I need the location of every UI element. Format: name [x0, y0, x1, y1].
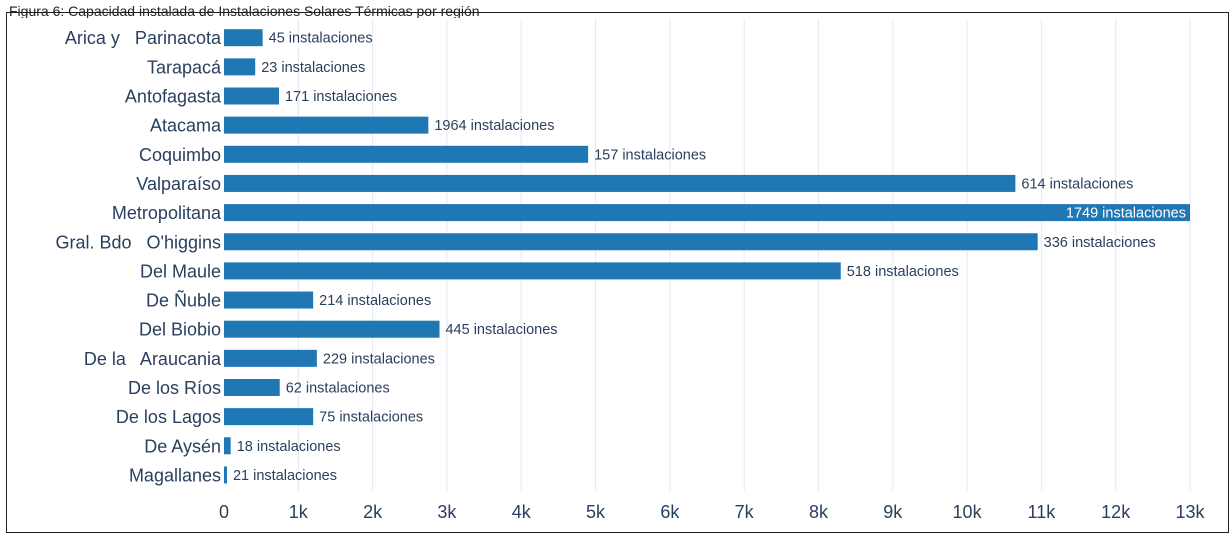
bar-data-label: 336 instalaciones [1044, 235, 1156, 251]
bar [224, 87, 279, 105]
x-tick-label: 6k [660, 502, 680, 522]
category-label: Coquimbo [139, 145, 221, 165]
x-tick-label: 0 [219, 502, 229, 522]
bars [224, 29, 1190, 484]
x-tick-label: 9k [883, 502, 903, 522]
gridlines [297, 19, 1191, 491]
bar [224, 349, 317, 367]
bar-data-label: 45 instalaciones [269, 31, 373, 47]
bar-data-label: 229 instalaciones [323, 351, 435, 367]
x-tick-label: 8k [809, 502, 829, 522]
category-labels: Arica y Parinacota Tarapacá Antofagasta Ata… [55, 28, 222, 485]
chart-frame: Figura 6: Capacidad instalada de Instala… [6, 4, 1229, 533]
x-axis-ticks: 0 1k 2k 3k 4k 5k 6k 7k 8k 9k 10k 11k 12k 13k [219, 502, 1206, 522]
category-label: Del Maule [140, 261, 221, 281]
bar [224, 466, 227, 484]
category-label: Metropolitana [112, 203, 222, 223]
bar-data-label: 62 instalaciones [286, 381, 390, 397]
x-tick-label: 11k [1028, 502, 1057, 522]
bar-data-label: 23 instalaciones [261, 60, 365, 76]
category-label: Magallanes [129, 465, 221, 485]
x-tick-label: 7k [735, 502, 755, 522]
category-label: De los Ríos [128, 378, 221, 398]
x-tick-label: 10k [953, 502, 983, 522]
bar [224, 291, 314, 309]
bar-data-label: 75 instalaciones [319, 410, 423, 426]
bar [224, 262, 841, 280]
bar-data-label: 171 instalaciones [285, 89, 397, 105]
category-label: De Ñuble [146, 290, 221, 311]
category-label: Atacama [150, 116, 222, 136]
bar [224, 437, 231, 455]
x-tick-label: 12k [1101, 502, 1131, 522]
category-label: Arica y Parinacota [65, 28, 222, 48]
bar [224, 233, 1038, 251]
x-tick-label: 5k [586, 502, 606, 522]
bar [224, 145, 589, 163]
bar-data-label: 1964 instalaciones [434, 118, 554, 134]
bar [224, 320, 440, 338]
category-label: Del Biobio [139, 320, 221, 340]
bar-chart: Arica y Parinacota Tarapacá Antofagasta Ata… [55, 19, 1206, 522]
category-label: De Aysén [144, 436, 221, 456]
data-labels: 45 instalaciones 23 instalaciones 171 inst… [233, 31, 1186, 484]
bar-data-label: 18 instalaciones [237, 439, 341, 455]
bar-data-label: 157 instalaciones [594, 147, 706, 163]
x-tick-label: 13k [1175, 502, 1205, 522]
bar-data-label: 518 instalaciones [847, 264, 959, 280]
bar-data-label: 614 instalaciones [1021, 176, 1133, 192]
x-tick-label: 1k [289, 502, 309, 522]
bar [224, 116, 429, 134]
x-tick-label: 2k [363, 502, 383, 522]
figure-caption: Figura 6: Capacidad instalada de Instala… [9, 4, 480, 18]
bar-data-label: 21 instalaciones [233, 468, 337, 484]
category-label: Antofagasta [125, 87, 222, 107]
bar [224, 58, 256, 76]
bar [224, 408, 314, 426]
bar [224, 174, 1016, 192]
category-label: Tarapacá [147, 57, 222, 77]
category-label: Gral. Bdo O'higgins [55, 232, 221, 252]
bar-data-label: 445 instalaciones [445, 322, 557, 338]
bar [224, 29, 263, 47]
bar-data-label: 1749 instalaciones [1066, 206, 1186, 222]
bar [224, 204, 1190, 222]
bar-data-label: 214 instalaciones [319, 293, 431, 309]
bar [224, 379, 280, 396]
x-tick-label: 3k [437, 502, 457, 522]
category-label: Valparaíso [136, 174, 221, 194]
category-label: De la Araucania [84, 349, 222, 369]
category-label: De los Lagos [116, 407, 221, 427]
x-tick-label: 4k [512, 502, 532, 522]
